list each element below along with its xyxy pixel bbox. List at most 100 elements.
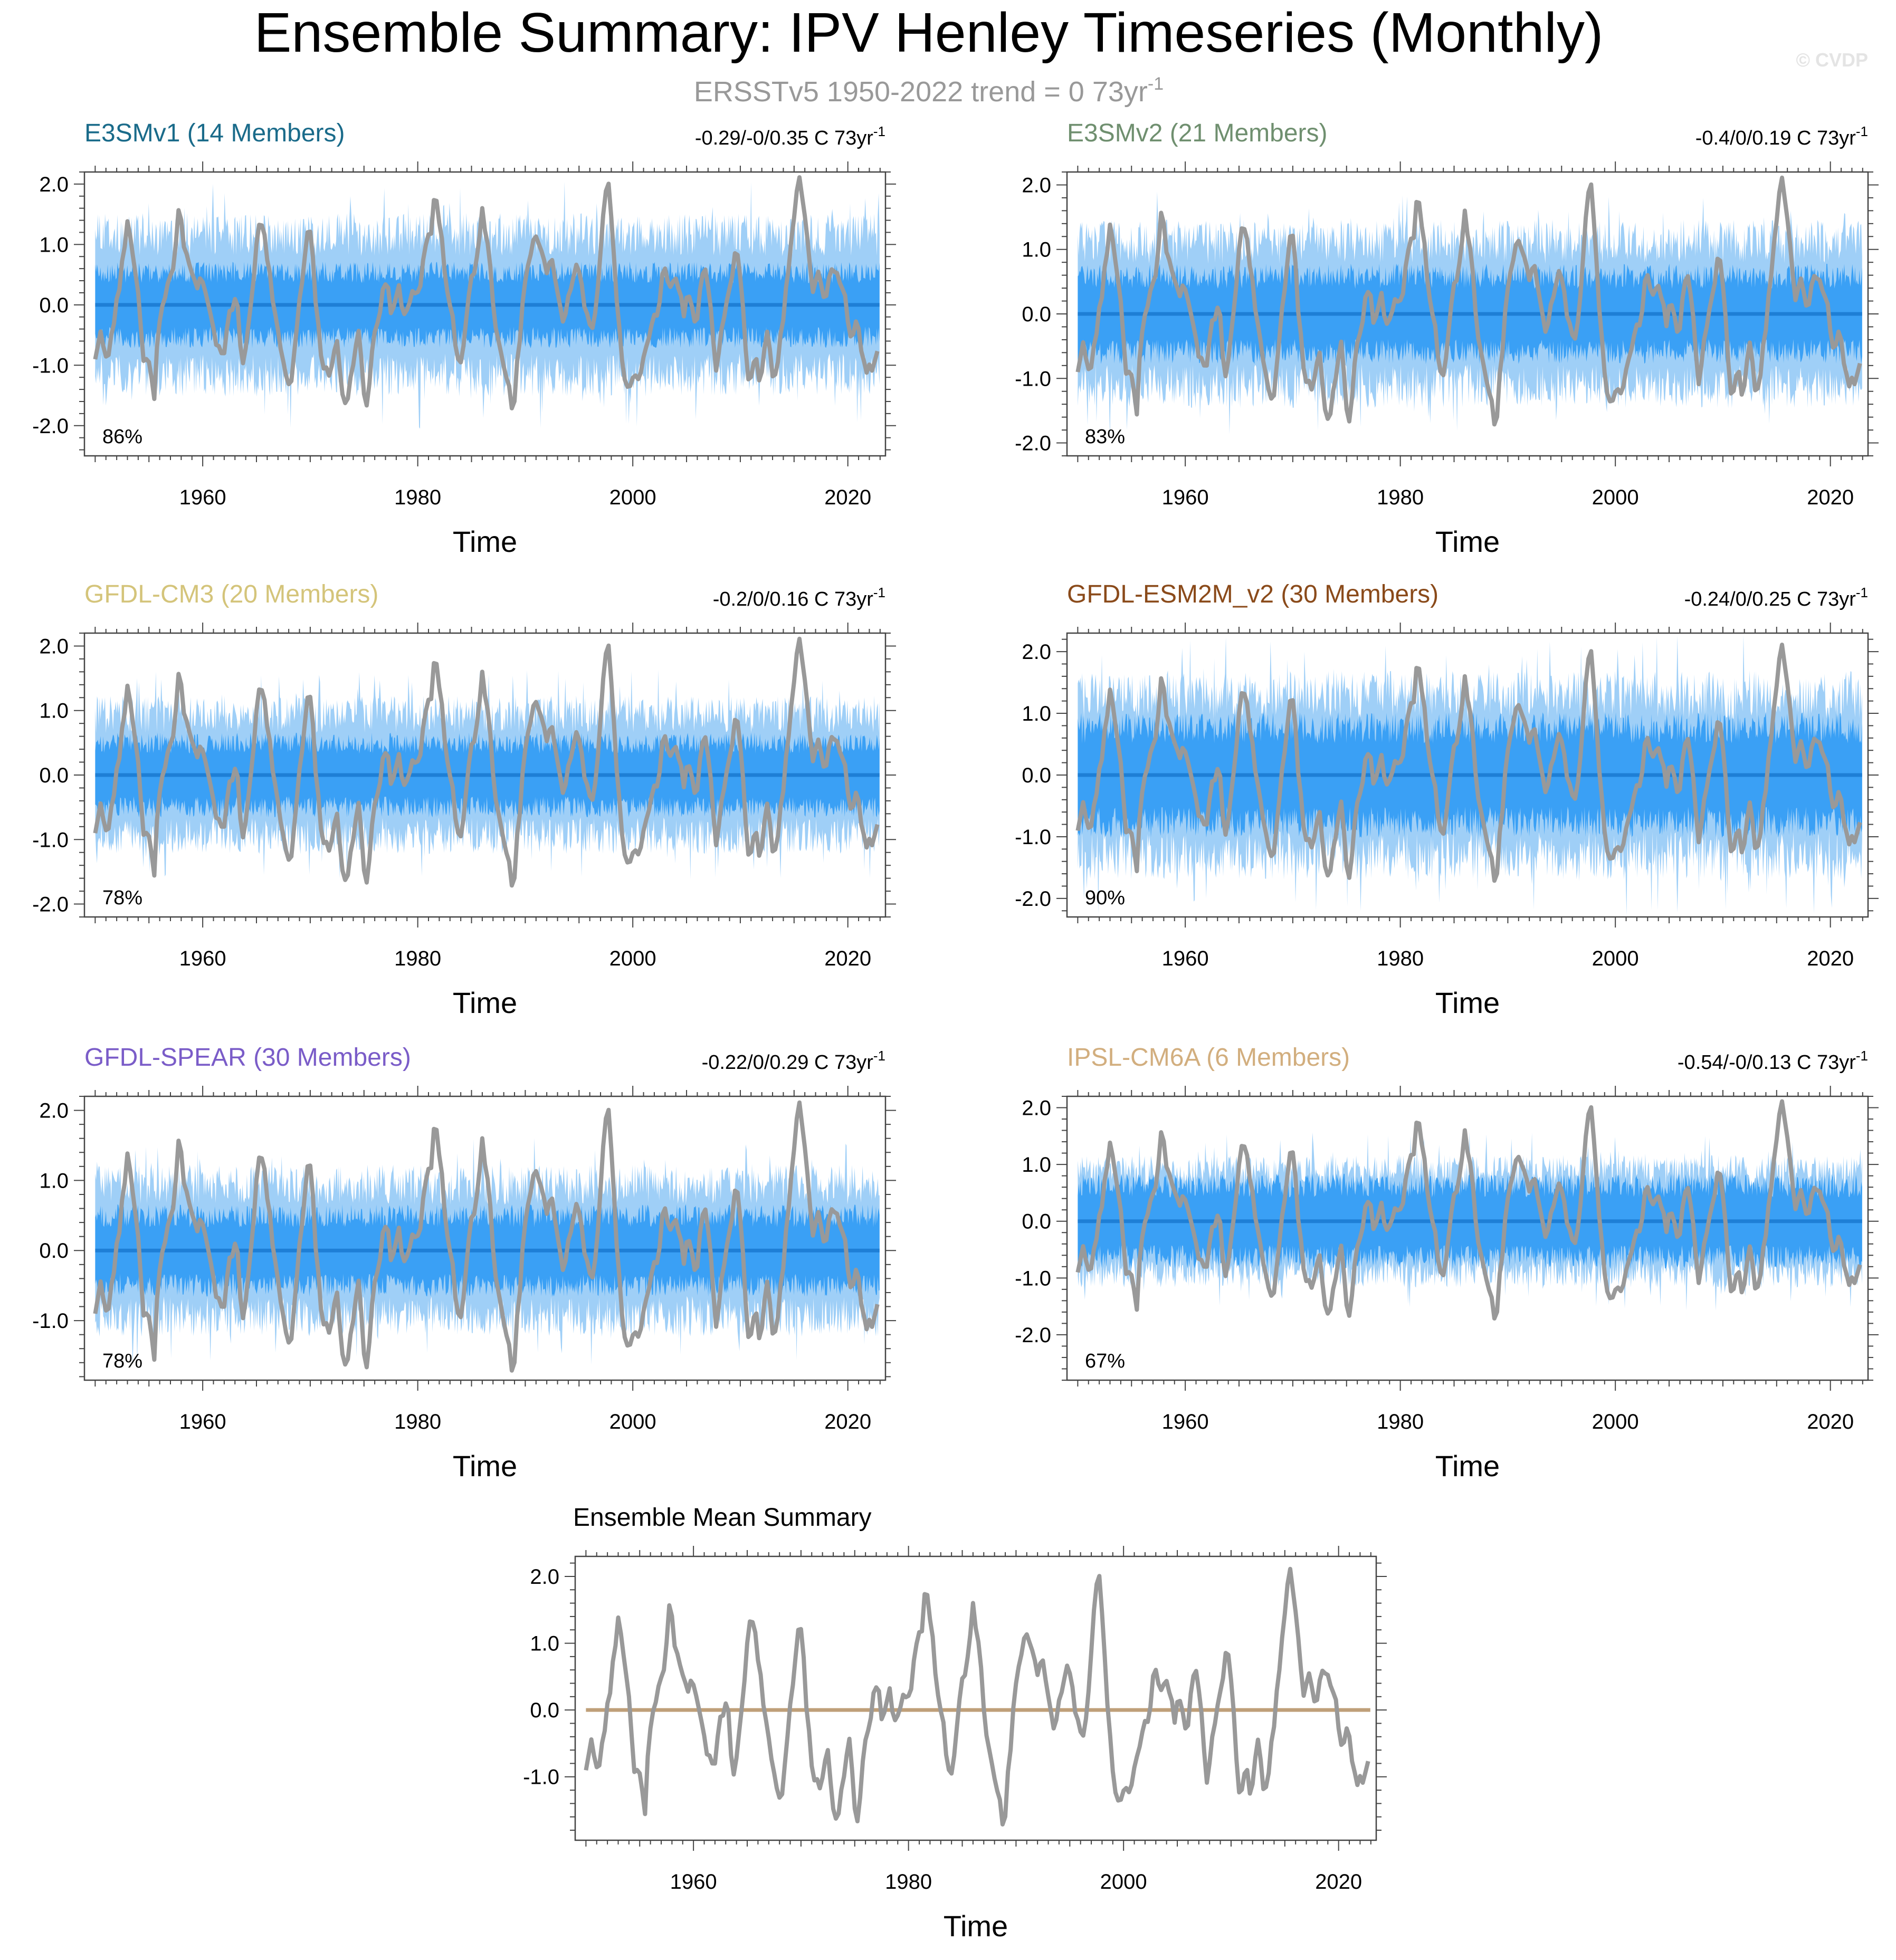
observations-line [93, 175, 880, 410]
plot-area [93, 175, 880, 429]
y-tick-label: 1.0 [39, 700, 69, 723]
figure-title: Ensemble Summary: IPV Henley Timeseries … [254, 2, 1604, 64]
x-tick-label: 1960 [179, 486, 226, 509]
trend-value: -0.24/0/0.25 C 73yr [1684, 588, 1856, 610]
y-tick-label: -1.0 [32, 354, 69, 377]
panel-7: 1960 1980 2000 2020 2.0 1.0 0.0 -1.0 Time Ensembl… [523, 1504, 1387, 1943]
x-tick-label: 1980 [1377, 1410, 1424, 1433]
y-tick-label: -1.0 [32, 828, 69, 852]
x-axis-title: Time [1435, 525, 1500, 558]
percent-label: 83% [1085, 426, 1125, 448]
x-axis-title: Time [453, 986, 517, 1019]
plot-area [1075, 175, 1862, 438]
x-tick-label: 2020 [824, 1410, 871, 1433]
plot-area [93, 1100, 880, 1373]
x-tick-label: 2000 [1592, 1410, 1639, 1433]
x-tick-label: 2020 [824, 486, 871, 509]
trend-label: -0.2/0/0.16 C 73yr-1 [713, 585, 885, 610]
observations-line [1075, 175, 1862, 427]
y-tick-label: 2.0 [1022, 640, 1051, 664]
panel-6: 1960 1980 2000 2020 2.0 1.0 0.0 -1.0 -2.0 Time IPS… [1015, 1044, 1879, 1483]
trend-label: -0.24/0/0.25 C 73yr-1 [1684, 585, 1868, 610]
x-tick-label: 2020 [1807, 947, 1854, 970]
trend-value: -0.2/0/0.16 C 73yr [713, 588, 874, 610]
percent-label: 90% [1085, 887, 1125, 909]
panel-4: 1960 1980 2000 2020 2.0 1.0 0.0 -1.0 -2.0 Time GFD… [1015, 580, 1879, 1019]
x-axis-title: Time [1435, 1449, 1500, 1483]
plot-area [93, 636, 880, 888]
x-tick-label: 2000 [609, 486, 656, 509]
panel-title: E3SMv2 (21 Members) [1067, 119, 1327, 147]
panel-1: 1960 1980 2000 2020 2.0 1.0 0.0 -1.0 -2.0 Time E3S… [32, 119, 896, 558]
x-tick-label: 1980 [394, 947, 441, 970]
percent-label: 86% [102, 426, 142, 448]
y-tick-label: 1.0 [530, 1632, 559, 1656]
x-tick-label: 2020 [824, 947, 871, 970]
y-tick-label: 0.0 [1022, 764, 1051, 787]
x-tick-label: 1960 [1162, 486, 1209, 509]
trend-value: -0.22/0/0.29 C 73yr [702, 1051, 874, 1074]
panel-title: E3SMv1 (14 Members) [84, 119, 345, 147]
trend-sup: -1 [1856, 1048, 1868, 1064]
y-tick-label: 0.0 [39, 294, 69, 317]
panel-title: IPSL-CM6A (6 Members) [1067, 1044, 1350, 1072]
x-axis-title: Time [1435, 986, 1500, 1019]
observations-line [93, 1100, 880, 1373]
panel-title: GFDL-SPEAR (30 Members) [84, 1044, 411, 1072]
y-tick-label: 0.0 [1022, 303, 1051, 326]
trend-sup: -1 [1856, 585, 1868, 600]
trend-sup: -1 [873, 1048, 885, 1064]
observations-line [584, 1566, 1370, 1827]
percent-label: 67% [1085, 1350, 1125, 1372]
figure-subtitle-sup: -1 [1148, 74, 1164, 94]
panel-5: 1960 1980 2000 2020 2.0 1.0 0.0 -1.0 Time GFDL-SP… [32, 1044, 896, 1483]
y-tick-label: 2.0 [1022, 1097, 1051, 1120]
plot-frame [574, 1555, 1377, 1841]
panel-title: Ensemble Mean Summary [573, 1504, 872, 1532]
trend-value: -0.54/-0/0.13 C 73yr [1678, 1051, 1856, 1074]
panel-title: GFDL-CM3 (20 Members) [84, 580, 378, 608]
cvdp-watermark: © CVDP [1796, 49, 1868, 71]
x-tick-label: 1960 [179, 1410, 226, 1433]
y-tick-label: 1.0 [39, 1169, 69, 1192]
x-tick-label: 1960 [179, 947, 226, 970]
panel-3: 1960 1980 2000 2020 2.0 1.0 0.0 -1.0 -2.0 Time GFD… [32, 580, 896, 1019]
x-tick-label: 1980 [394, 1410, 441, 1433]
panel-title: GFDL-ESM2M_v2 (30 Members) [1067, 580, 1438, 608]
x-tick-label: 1980 [1377, 486, 1424, 509]
y-tick-label: 1.0 [1022, 1153, 1051, 1177]
x-tick-label: 1980 [1377, 947, 1424, 970]
percent-label: 78% [102, 887, 142, 909]
percent-label: 78% [102, 1350, 142, 1372]
trend-value: -0.29/-0/0.35 C 73yr [695, 127, 873, 149]
figure-subtitle: ERSST​v5 1950-2022 trend = 0 73yr-1 [694, 74, 1164, 108]
y-tick-label: -1.0 [523, 1766, 559, 1789]
y-tick-label: -2.0 [1015, 1324, 1051, 1347]
observations-line [93, 636, 880, 888]
y-tick-label: -1.0 [1015, 826, 1051, 849]
y-tick-label: 0.0 [530, 1699, 559, 1722]
y-tick-label: 0.0 [1022, 1210, 1051, 1234]
x-tick-label: 1980 [394, 486, 441, 509]
y-tick-label: 0.0 [39, 1239, 69, 1263]
x-tick-label: 2000 [609, 1410, 656, 1433]
y-tick-label: -1.0 [1015, 1267, 1051, 1290]
x-tick-label: 1960 [1162, 1410, 1209, 1433]
trend-label: -0.29/-0/0.35 C 73yr-1 [695, 123, 885, 149]
x-tick-label: 2000 [1592, 486, 1639, 509]
x-tick-label: 1960 [670, 1870, 717, 1894]
y-tick-label: -2.0 [1015, 432, 1051, 455]
y-tick-label: 2.0 [1022, 174, 1051, 197]
panel-2: 1960 1980 2000 2020 2.0 1.0 0.0 -1.0 -2.0 Time E3S… [1015, 119, 1879, 558]
x-tick-label: 2000 [609, 947, 656, 970]
x-axis-title: Time [944, 1909, 1008, 1943]
y-tick-label: 2.0 [530, 1565, 559, 1589]
y-tick-label: 1.0 [1022, 238, 1051, 262]
y-tick-label: -2.0 [32, 893, 69, 916]
x-tick-label: 2000 [1592, 947, 1639, 970]
plot-area [1075, 635, 1862, 916]
y-tick-label: -1.0 [1015, 367, 1051, 390]
panels-group: 1960 1980 2000 2020 2.0 1.0 0.0 -1.0 -2.0 Time E3S… [32, 119, 1879, 1943]
y-tick-label: -2.0 [32, 415, 69, 438]
plot-frame [83, 1095, 887, 1381]
